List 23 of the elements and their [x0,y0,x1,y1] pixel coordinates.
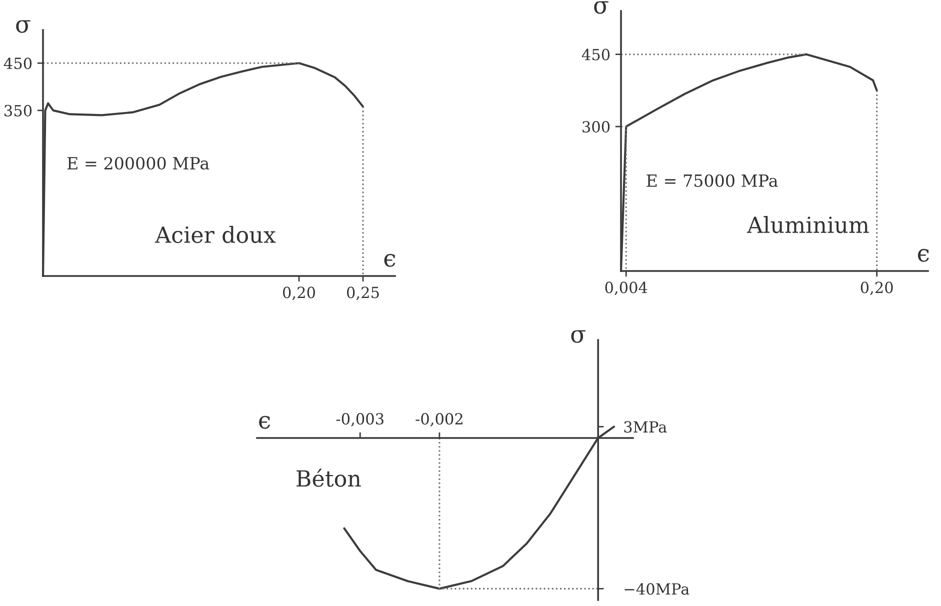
text: Béton [296,468,361,487]
annotation: E = 75000 MPa [646,174,778,187]
y-axis-title: σ [571,330,586,343]
annotation: E = 200000 MPa [67,156,210,170]
y-tick-label: 300 [582,121,610,133]
x-tick-label: -0,002 [416,413,462,426]
x-tick-label: 0,20 [860,282,893,296]
x-axis-title: ϵ [384,254,396,267]
text: Aluminium [746,216,869,234]
y-tick-label: 450 [582,48,610,60]
x-axis-title: ϵ [259,416,270,429]
x-tick-label: 0,20 [283,286,315,300]
y-tick-label: 3MPa [624,421,667,433]
y-tick-label: −40MPa [624,583,690,595]
text: Acier doux [154,226,276,244]
x-tick-label: 0,25 [347,286,379,300]
x-axis-title: ϵ [918,248,929,262]
x-tick-label: -0,003 [336,413,384,426]
x-tick-label: 0,004 [605,282,648,296]
y-axis-title: σ [594,1,608,14]
y-axis-title: σ [16,20,30,33]
y-tick-label: 450 [4,58,32,70]
y-tick-label: 350 [4,104,32,116]
